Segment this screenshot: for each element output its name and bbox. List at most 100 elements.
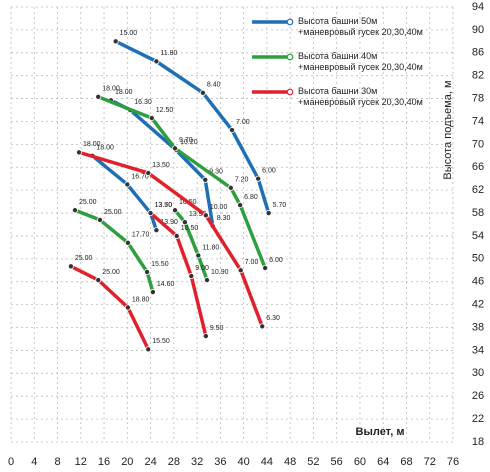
point [124,239,131,246]
x-tick-label: 76 [447,456,459,468]
point [203,277,210,284]
point [195,252,202,259]
x-tick-label: 28 [168,456,180,468]
load-label: 18.00 [83,141,101,148]
load-label: 10.20 [180,139,198,146]
point [153,58,160,65]
point [259,323,266,330]
point [67,263,74,270]
point [255,175,262,182]
point [76,149,83,156]
load-label: 8.40 [207,82,221,89]
curve [70,264,150,351]
y-tick-label: 18 [472,436,484,448]
load-label: 10.50 [181,225,199,232]
load-label: 15.00 [120,30,138,37]
point [124,304,131,311]
y-tick-label: 42 [472,299,484,311]
x-axis-label: Вылет, м [356,426,405,438]
curve [114,39,271,214]
x-tick-label: 12 [75,456,87,468]
point [124,181,131,188]
x-tick-label: 8 [54,456,60,468]
x-tick-label: 4 [31,456,37,468]
x-tick-label: 56 [331,456,343,468]
x-tick-label: 24 [144,456,156,468]
load-label: 13.90 [189,211,207,218]
load-label: 6.30 [266,315,280,322]
x-tick-label: 20 [121,456,133,468]
point [144,269,151,276]
point [145,169,152,176]
point [145,346,152,353]
point [262,264,269,271]
y-tick-label: 70 [472,138,484,150]
point [149,289,156,296]
x-tick-label: 32 [191,456,203,468]
load-label: 7.20 [235,177,249,184]
x-tick-label: 64 [377,456,389,468]
y-axis-label: Высота подъема, м [442,80,454,179]
y-tick-label: 74 [472,115,484,127]
point [95,93,102,100]
load-label: 6.00 [269,257,283,264]
load-label: 14.60 [157,281,175,288]
load-label: 11.80 [202,244,219,251]
load-label: 25.00 [75,255,93,262]
point [147,210,154,217]
legend-marker [286,18,294,26]
legend-label: Высота башни 40м +маневровый гусек 20,30,… [298,51,423,72]
y-tick-label: 54 [472,230,484,242]
point [202,212,209,219]
legend-label: Высота башни 50м +маневровый гусек 20,30,… [298,16,423,37]
x-tick-label: 52 [307,456,319,468]
point [172,207,179,214]
load-label: 17.70 [132,232,150,239]
point [237,202,244,209]
y-tick-label: 58 [472,207,484,219]
y-tick-label: 90 [472,24,484,36]
load-label: 7.00 [236,119,250,126]
y-tick-label: 78 [472,92,484,104]
point [188,273,195,280]
point [148,115,155,122]
y-tick-label: 50 [472,253,484,265]
curve [173,209,209,281]
curve [91,154,159,231]
point [112,38,119,45]
y-tick-label: 46 [472,276,484,288]
point [96,216,103,223]
curve [149,211,208,337]
point [228,127,235,134]
legend-marker [286,53,294,61]
y-tick-label: 22 [472,413,484,425]
point [227,184,234,191]
load-label: 6.00 [262,168,276,175]
legend-marker [286,88,294,96]
load-label: 8.30 [217,215,231,222]
y-tick-label: 62 [472,184,484,196]
legend-label: Высота башни 30м +маневровый гусек 20,30,… [298,86,423,107]
x-tick-label: 60 [354,456,366,468]
x-tick-label: 68 [400,456,412,468]
x-tick-label: 36 [214,456,226,468]
load-label: 13.90 [160,219,178,226]
y-tick-label: 86 [472,47,484,59]
y-tick-label: 26 [472,390,484,402]
x-tick-label: 40 [238,456,250,468]
load-label: 9.50 [210,325,224,332]
curve [74,208,155,293]
load-label: 9.00 [195,265,209,272]
x-tick-label: 72 [424,456,436,468]
curve [97,95,267,269]
x-tick-label: 48 [284,456,296,468]
point [202,176,209,183]
y-tick-label: 30 [472,367,484,379]
point [95,277,102,284]
load-label: 9.30 [209,169,223,176]
load-label: 25.00 [104,209,122,216]
point [202,333,209,340]
load-label: 9.70 [179,137,193,144]
point [181,219,188,226]
